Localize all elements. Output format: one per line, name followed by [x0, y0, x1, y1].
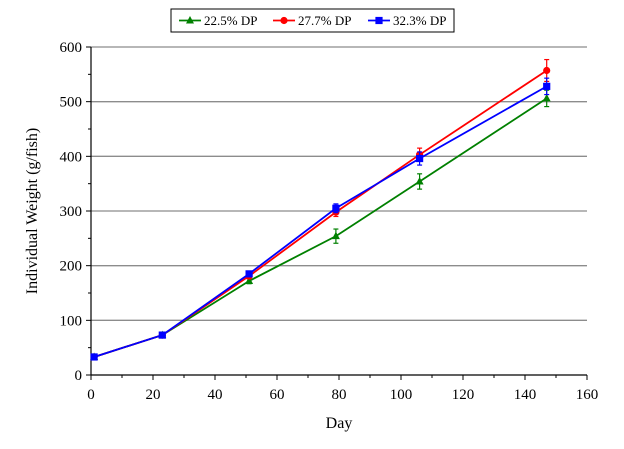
legend-marker: [186, 16, 194, 24]
y-tick-label: 0: [75, 368, 83, 384]
data-point: [543, 82, 551, 90]
legend-entry: 27.7% DP: [273, 13, 351, 28]
series-group: [90, 58, 551, 361]
y-tick-label: 200: [60, 259, 83, 275]
data-point: [158, 331, 166, 339]
y-tick-label: 500: [60, 95, 83, 111]
data-point: [332, 204, 340, 212]
legend: 22.5% DP 27.7% DP 32.3% DP: [170, 8, 455, 33]
legend-label: 27.7% DP: [298, 13, 351, 28]
y-tick-label: 100: [60, 313, 83, 329]
series-line: [93, 85, 548, 358]
data-point: [331, 231, 340, 240]
legend-label: 32.3% DP: [393, 13, 446, 28]
legend-marker: [375, 16, 383, 25]
x-tick-label: 20: [146, 387, 161, 403]
series-line: [93, 69, 548, 358]
y-tick-label: 600: [60, 40, 83, 56]
series-line: [93, 97, 548, 358]
legend-entry: 32.3% DP: [368, 13, 446, 28]
x-tick-label: 80: [332, 387, 347, 403]
x-tick-label: 140: [514, 387, 537, 403]
data-point: [245, 270, 253, 278]
data-point: [543, 66, 551, 75]
data-point: [415, 176, 424, 185]
x-tick-label: 100: [390, 387, 413, 403]
series-1: [90, 89, 551, 360]
y-tick-label: 300: [60, 204, 83, 220]
x-tick-label: 160: [576, 387, 599, 403]
data-point: [90, 353, 98, 361]
legend-box: [170, 8, 455, 33]
series-2: [90, 58, 551, 361]
legend-entry: 22.5% DP: [179, 13, 257, 28]
legend-marker: [280, 16, 288, 25]
y-axis-title: Individual Weight (g/fish): [24, 128, 41, 294]
data-point: [245, 276, 254, 284]
legend-label: 22.5% DP: [204, 13, 257, 28]
data-point: [542, 93, 551, 102]
x-tick-label: 40: [208, 387, 223, 403]
data-point: [416, 154, 424, 163]
axes: 0 100 200 300 400 500 600 0 20 40 60 80 100 120 140 160: [60, 40, 599, 403]
x-tick-label: 120: [452, 387, 475, 403]
x-tick-label: 60: [270, 387, 285, 403]
x-tick-label: 0: [87, 387, 95, 403]
y-tick-label: 400: [60, 149, 83, 165]
grid-lines: [91, 46, 587, 321]
series-3: [90, 77, 551, 361]
x-axis-title: Day: [326, 415, 353, 432]
